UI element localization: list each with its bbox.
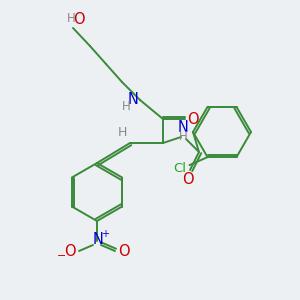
Text: Cl: Cl bbox=[173, 162, 186, 175]
Text: O: O bbox=[64, 244, 76, 260]
Text: H: H bbox=[67, 13, 75, 26]
Text: N: N bbox=[128, 92, 138, 106]
Text: −: − bbox=[57, 251, 67, 261]
Text: O: O bbox=[73, 11, 85, 26]
Text: +: + bbox=[101, 229, 109, 239]
Text: N: N bbox=[178, 121, 188, 136]
Text: O: O bbox=[187, 112, 199, 127]
Text: H: H bbox=[122, 100, 130, 113]
Text: O: O bbox=[182, 172, 194, 187]
Text: N: N bbox=[93, 232, 104, 247]
Text: H: H bbox=[178, 130, 188, 143]
Text: H: H bbox=[117, 127, 127, 140]
Text: O: O bbox=[118, 244, 130, 260]
